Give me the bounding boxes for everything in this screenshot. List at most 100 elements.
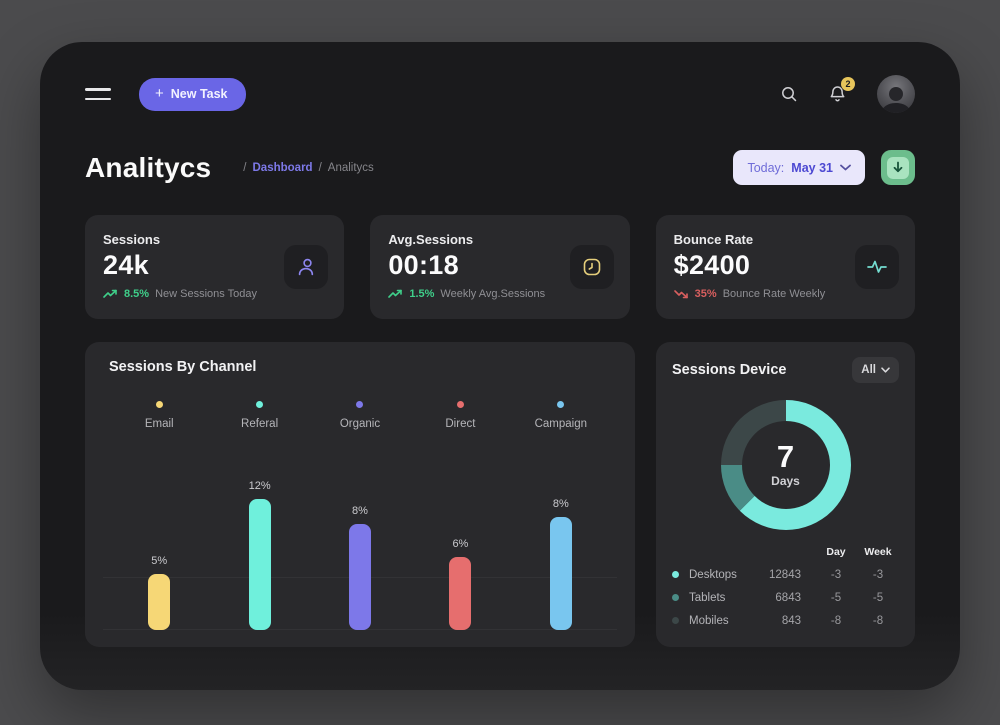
stat-title: Bounce Rate xyxy=(673,232,754,247)
bar-value-label: 12% xyxy=(248,480,271,492)
device-week-delta: -8 xyxy=(872,614,884,627)
bar-column-campaign[interactable]: 8% xyxy=(511,430,611,630)
device-value: 12843 xyxy=(769,568,801,581)
date-filter-dropdown[interactable]: Today: May 31 xyxy=(733,150,865,185)
search-button[interactable] xyxy=(780,85,798,103)
stat-change-label: Bounce Rate Weekly xyxy=(722,288,826,300)
new-task-label: New Task xyxy=(170,86,228,101)
bar-column-organic[interactable]: 8% xyxy=(310,430,410,630)
bar-chart-title: Sessions By Channel xyxy=(109,359,257,375)
trend-down-icon xyxy=(673,290,688,299)
breadcrumb: / Dashboard / Analitycs xyxy=(243,162,374,174)
donut-center-label: Days xyxy=(771,474,800,488)
col-header-week: Week xyxy=(864,546,892,558)
trend-up-icon xyxy=(388,289,403,298)
desktops-dot xyxy=(672,571,679,578)
stat-change-label: New Sessions Today xyxy=(155,288,257,300)
sessions-by-channel-panel: Sessions By Channel Email Referal Organi… xyxy=(85,342,635,647)
notification-badge: 2 xyxy=(841,77,855,91)
donut-chart-title: Sessions Device xyxy=(672,362,787,378)
date-filter-prefix: Today: xyxy=(747,160,785,175)
topbar: + New Task 2 xyxy=(85,75,915,113)
breadcrumb-separator: / xyxy=(243,161,247,174)
legend-label: Organic xyxy=(339,418,381,430)
chevron-down-icon xyxy=(881,367,890,373)
stat-change: 1.5% xyxy=(409,288,435,300)
device-value: 6843 xyxy=(775,591,801,604)
menu-icon[interactable] xyxy=(85,84,115,104)
avatar[interactable] xyxy=(877,75,915,113)
device-name: Tablets xyxy=(689,591,726,604)
panels-row: Sessions By Channel Email Referal Organi… xyxy=(85,342,915,647)
stat-card-avg-sessions: Avg.Sessions 00:18 1.5% Weekly Avg.Sessi… xyxy=(370,215,630,319)
date-filter-value: May 31 xyxy=(791,160,833,175)
bar-column-email[interactable]: 5% xyxy=(109,430,209,630)
stat-title: Sessions xyxy=(103,232,161,247)
device-table-header: Day Week xyxy=(672,543,899,561)
bar-value-label: 8% xyxy=(552,498,569,510)
download-arrow-icon xyxy=(893,161,903,173)
stat-value: 00:18 xyxy=(388,250,459,280)
col-header-day: Day xyxy=(826,546,846,558)
tablets-dot xyxy=(672,594,679,601)
chevron-down-icon xyxy=(840,164,851,171)
legend-label: Email xyxy=(144,418,174,430)
users-icon xyxy=(299,258,314,276)
title-row: Analitycs / Dashboard / Analitycs Today:… xyxy=(85,150,915,185)
notifications-button[interactable]: 2 xyxy=(828,77,855,104)
stat-change: 8.5% xyxy=(124,288,150,300)
device-row-mobiles[interactable]: Mobiles 843 -8 -8 xyxy=(672,609,899,632)
device-filter-dropdown[interactable]: All xyxy=(852,357,899,383)
search-icon xyxy=(782,87,797,102)
device-row-tablets[interactable]: Tablets 6843 -5 -5 xyxy=(672,586,899,609)
legend-item: Campaign xyxy=(511,401,611,430)
device-name: Desktops xyxy=(689,568,737,581)
device-name: Mobiles xyxy=(689,614,729,627)
donut-chart: 7 Days xyxy=(720,400,851,530)
device-week-delta: -5 xyxy=(872,591,884,604)
device-day-delta: -8 xyxy=(830,614,842,627)
legend-item: Referal xyxy=(209,401,309,430)
person-silhouette-icon xyxy=(881,87,911,113)
device-row-desktops[interactable]: Desktops 12843 -3 -3 xyxy=(672,563,899,586)
bar-chart-legend: Email Referal Organic Direct Campaign xyxy=(109,401,611,430)
device-day-delta: -5 xyxy=(830,591,842,604)
pulse-icon xyxy=(867,260,887,273)
bar-organic xyxy=(348,524,371,630)
legend-item: Direct xyxy=(410,401,510,430)
bar-column-referal[interactable]: 12% xyxy=(209,430,309,630)
bar-column-direct[interactable]: 6% xyxy=(410,430,510,630)
legend-item: Organic xyxy=(310,401,410,430)
legend-dot-direct xyxy=(456,401,464,408)
stat-value: $2400 xyxy=(673,250,751,280)
stat-value: 24k xyxy=(103,250,149,280)
bell-icon xyxy=(830,86,845,102)
stat-icon-box xyxy=(284,245,329,289)
page-title: Analitycs xyxy=(85,151,212,183)
mobiles-dot xyxy=(672,617,679,624)
legend-dot-email xyxy=(155,401,163,408)
breadcrumb-separator: / xyxy=(318,161,322,174)
bar-referal xyxy=(248,499,271,630)
download-button-inner xyxy=(887,156,909,179)
bar-direct xyxy=(449,557,472,630)
download-button[interactable] xyxy=(881,150,915,185)
breadcrumb-current: Analitycs xyxy=(327,161,374,174)
bar-value-label: 5% xyxy=(151,555,168,567)
legend-label: Direct xyxy=(445,418,476,430)
new-task-button[interactable]: + New Task xyxy=(139,77,246,111)
stat-icon-box xyxy=(569,245,614,289)
device-week-delta: -3 xyxy=(872,568,884,581)
clock-icon xyxy=(583,258,600,276)
stat-card-sessions: Sessions 24k 8.5% New Sessions Today xyxy=(85,215,345,319)
device-table: Day Week Desktops 12843 -3 -3 Tablets 68… xyxy=(672,543,899,632)
legend-dot-organic xyxy=(356,401,364,408)
breadcrumb-link-dashboard[interactable]: Dashboard xyxy=(252,161,313,174)
bar-campaign xyxy=(549,517,572,630)
plus-icon: + xyxy=(155,84,164,102)
bar-email xyxy=(148,574,171,630)
legend-label: Referal xyxy=(241,418,279,430)
legend-label: Campaign xyxy=(534,418,587,430)
stat-icon-box xyxy=(855,245,899,289)
stat-title: Avg.Sessions xyxy=(388,232,474,247)
